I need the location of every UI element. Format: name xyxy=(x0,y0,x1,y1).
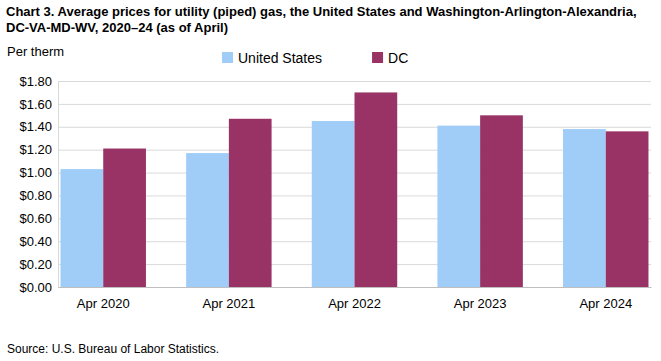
bar xyxy=(355,92,398,287)
bar xyxy=(61,169,104,287)
legend-swatch xyxy=(372,52,383,63)
y-tick-label: $0.00 xyxy=(19,280,52,295)
grid-line xyxy=(58,81,651,82)
x-tick: Apr 2021 xyxy=(202,287,255,311)
y-tick-label: $1.00 xyxy=(19,165,52,180)
y-tick-label: $0.20 xyxy=(19,257,52,272)
legend-label: DC xyxy=(388,50,408,66)
y-tick-label: $1.20 xyxy=(19,142,52,157)
bar xyxy=(437,126,480,287)
bars xyxy=(61,92,649,287)
y-tick-label: $1.80 xyxy=(19,74,52,89)
bar xyxy=(229,119,272,287)
y-tick-label: $0.40 xyxy=(19,234,52,249)
legend-label: United States xyxy=(238,50,322,66)
x-tick-label: Apr 2024 xyxy=(579,296,632,311)
y-tick-label: $0.60 xyxy=(19,211,52,226)
x-tick: Apr 2023 xyxy=(454,287,507,311)
bar xyxy=(312,121,355,287)
y-axis-label: Per therm xyxy=(7,44,64,59)
bar xyxy=(103,149,146,287)
source-note: Source: U.S. Bureau of Labor Statistics. xyxy=(7,342,219,356)
y-tick-label: $1.60 xyxy=(19,97,52,112)
legend: United States DC xyxy=(222,50,408,66)
x-tick-label: Apr 2023 xyxy=(454,296,507,311)
x-tick-label: Apr 2020 xyxy=(77,296,130,311)
y-tick-label: $0.80 xyxy=(19,188,52,203)
x-tick-label: Apr 2022 xyxy=(328,296,381,311)
x-tick: Apr 2024 xyxy=(579,287,632,311)
x-tick: Apr 2022 xyxy=(328,287,381,311)
x-tick: Apr 2020 xyxy=(77,287,130,311)
y-tick: $1.80 xyxy=(19,74,651,89)
bar xyxy=(480,115,523,287)
legend-swatch xyxy=(222,52,233,63)
y-axis-line xyxy=(59,82,652,288)
x-tick-label: Apr 2021 xyxy=(202,296,255,311)
bar xyxy=(563,129,606,287)
x-axis-line xyxy=(59,287,652,288)
chart: Chart 3. Average prices for utility (pip… xyxy=(0,0,661,361)
bar xyxy=(606,131,649,287)
y-tick: $1.60 xyxy=(19,97,651,112)
bar xyxy=(186,153,229,287)
title: Chart 3. Average prices for utility (pip… xyxy=(6,4,637,35)
grid-line xyxy=(58,287,651,288)
x-axis: Apr 2020 Apr 2021 Apr 2022 Apr 2023 Apr 2024 xyxy=(59,287,652,311)
y-axis: $0.00 $0.20 $0.40 $0.60 $0.80 $1.00 $1.20 $1.40… xyxy=(19,74,651,295)
y-tick-label: $1.40 xyxy=(19,119,52,134)
